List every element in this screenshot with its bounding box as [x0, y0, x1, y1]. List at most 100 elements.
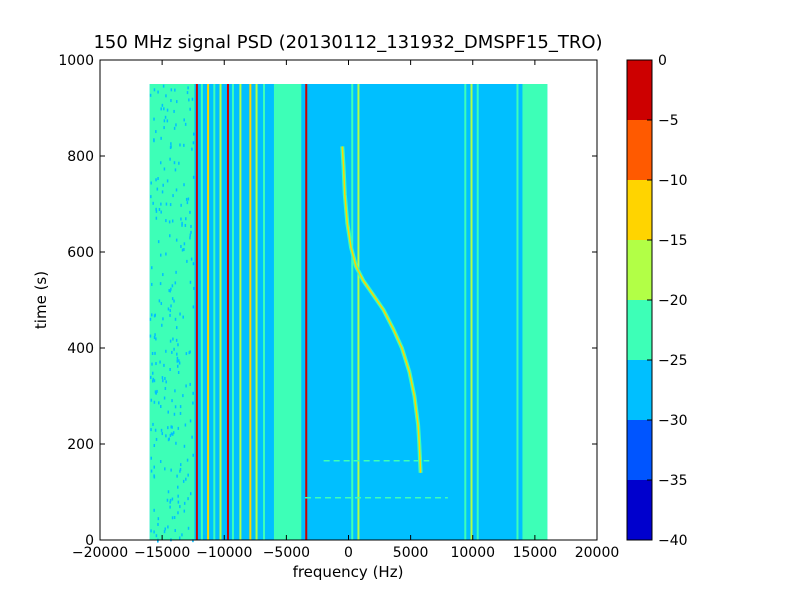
heatmap-speckle	[189, 350, 191, 354]
colorbar-segment	[627, 120, 652, 180]
heatmap-speckle	[166, 119, 169, 123]
mid-band	[273, 84, 302, 540]
heatmap-speckle	[179, 467, 182, 471]
heatmap-speckle	[160, 210, 162, 214]
heatmap-speckle	[163, 107, 165, 111]
heatmap-speckle	[177, 511, 179, 515]
heatmap-speckle	[159, 360, 161, 364]
heatmap-speckle	[149, 334, 152, 338]
heatmap-speckle	[155, 207, 157, 211]
heatmap-speckle	[190, 230, 192, 234]
heatmap-speckle	[169, 203, 172, 207]
heatmap-speckle	[170, 304, 172, 308]
heatmap-speckle	[153, 88, 156, 92]
heatmap-speckle	[150, 428, 152, 432]
colorbar-tick-label: −15	[658, 233, 688, 249]
heatmap-speckle	[171, 297, 174, 301]
heatmap-speckle	[187, 526, 190, 530]
heatmap-speckle	[155, 216, 158, 220]
colorbar-tick-label: −35	[658, 473, 688, 489]
heatmap-speckle	[169, 157, 171, 161]
heatmap-speckle	[171, 284, 174, 288]
heatmap-speckle	[168, 437, 170, 441]
heatmap-speckle	[168, 289, 170, 293]
colorbar: 0 −5 −10 −15 −20 −25 −30 −35 −40	[626, 53, 688, 549]
heatmap-speckle	[171, 497, 174, 501]
heatmap-speckle	[157, 522, 159, 526]
heatmap-speckle	[167, 490, 170, 494]
heatmap-speckle	[186, 91, 189, 95]
heatmap-speckle	[183, 143, 185, 147]
x-tick-label: −10000	[196, 545, 252, 561]
heatmap-speckle	[153, 314, 156, 318]
heatmap-speckle	[189, 210, 191, 214]
colorbar-tick-label: −5	[658, 113, 679, 129]
heatmap-speckle	[183, 118, 185, 122]
heatmap-speckle	[160, 136, 162, 140]
heatmap-speckle	[173, 161, 176, 165]
heatmap-speckle	[172, 194, 174, 198]
heatmap-speckle	[181, 533, 183, 537]
heatmap-speckle	[192, 141, 195, 145]
heatmap-speckle	[158, 207, 161, 211]
colorbar-segment	[627, 480, 652, 540]
heatmap-speckle	[170, 432, 173, 436]
colorbar-tick-label: 0	[658, 53, 667, 69]
heatmap-speckle	[183, 501, 186, 505]
heatmap-speckle	[178, 536, 181, 540]
heatmap-speckle	[165, 434, 167, 438]
heatmap-speckle	[150, 313, 153, 317]
heatmap-speckle	[170, 287, 172, 291]
doppler-trace	[341, 146, 422, 473]
heatmap-speckle	[162, 379, 164, 383]
heatmap-speckle	[185, 197, 188, 201]
heatmap-speckle	[179, 505, 181, 509]
heatmap-background	[149, 84, 548, 540]
heatmap-speckle	[179, 463, 182, 467]
y-tick-label: 800	[67, 149, 94, 165]
heatmap-speckle	[165, 94, 167, 98]
heatmap-speckle	[164, 467, 166, 471]
heatmap-speckle	[181, 248, 184, 252]
heatmap-speckle	[161, 190, 164, 194]
heatmap-speckle	[180, 245, 182, 249]
heatmap-speckle	[156, 389, 158, 393]
heatmap-speckle	[186, 201, 189, 205]
heatmap-speckle	[173, 347, 175, 351]
heatmap-speckle	[163, 396, 166, 400]
y-tick-label: 400	[67, 341, 94, 357]
heatmap-speckle	[167, 426, 169, 430]
heatmap-speckle	[192, 305, 195, 309]
heatmap-speckle	[161, 376, 164, 380]
heatmap-speckle	[189, 382, 191, 386]
heatmap-speckle	[181, 221, 183, 225]
heatmap-speckle	[151, 362, 153, 366]
heatmap-speckle	[192, 391, 194, 395]
heatmap-speckle	[175, 188, 178, 192]
heatmap-speckle	[169, 339, 172, 343]
heatmap-speckle	[179, 312, 181, 316]
heatmap-speckle	[176, 359, 179, 363]
heatmap-speckle	[160, 302, 163, 306]
x-tick-label: −20000	[72, 545, 128, 561]
heatmap-speckle	[159, 282, 162, 286]
heatmap-speckle	[155, 534, 158, 538]
heatmap-speckle	[189, 233, 192, 237]
heatmap-speckle	[160, 405, 162, 409]
heatmap-speckle	[183, 248, 185, 252]
heatmap-speckle	[152, 371, 154, 375]
heatmap-speckle	[186, 259, 188, 263]
heatmap-speckle	[170, 468, 172, 472]
heatmap-speckle	[151, 352, 154, 356]
heatmap-speckle	[155, 209, 158, 213]
colorbar-segment	[627, 420, 652, 480]
heatmap-speckle	[180, 217, 182, 221]
right-edge-band	[522, 84, 548, 540]
heatmap-speckle	[161, 103, 164, 107]
colorbar-tick-label: −40	[658, 533, 688, 549]
heatmap-speckle	[176, 100, 178, 104]
heatmap-speckle	[151, 266, 153, 270]
heatmap-speckle	[174, 389, 176, 393]
heatmap-speckle	[190, 257, 193, 261]
